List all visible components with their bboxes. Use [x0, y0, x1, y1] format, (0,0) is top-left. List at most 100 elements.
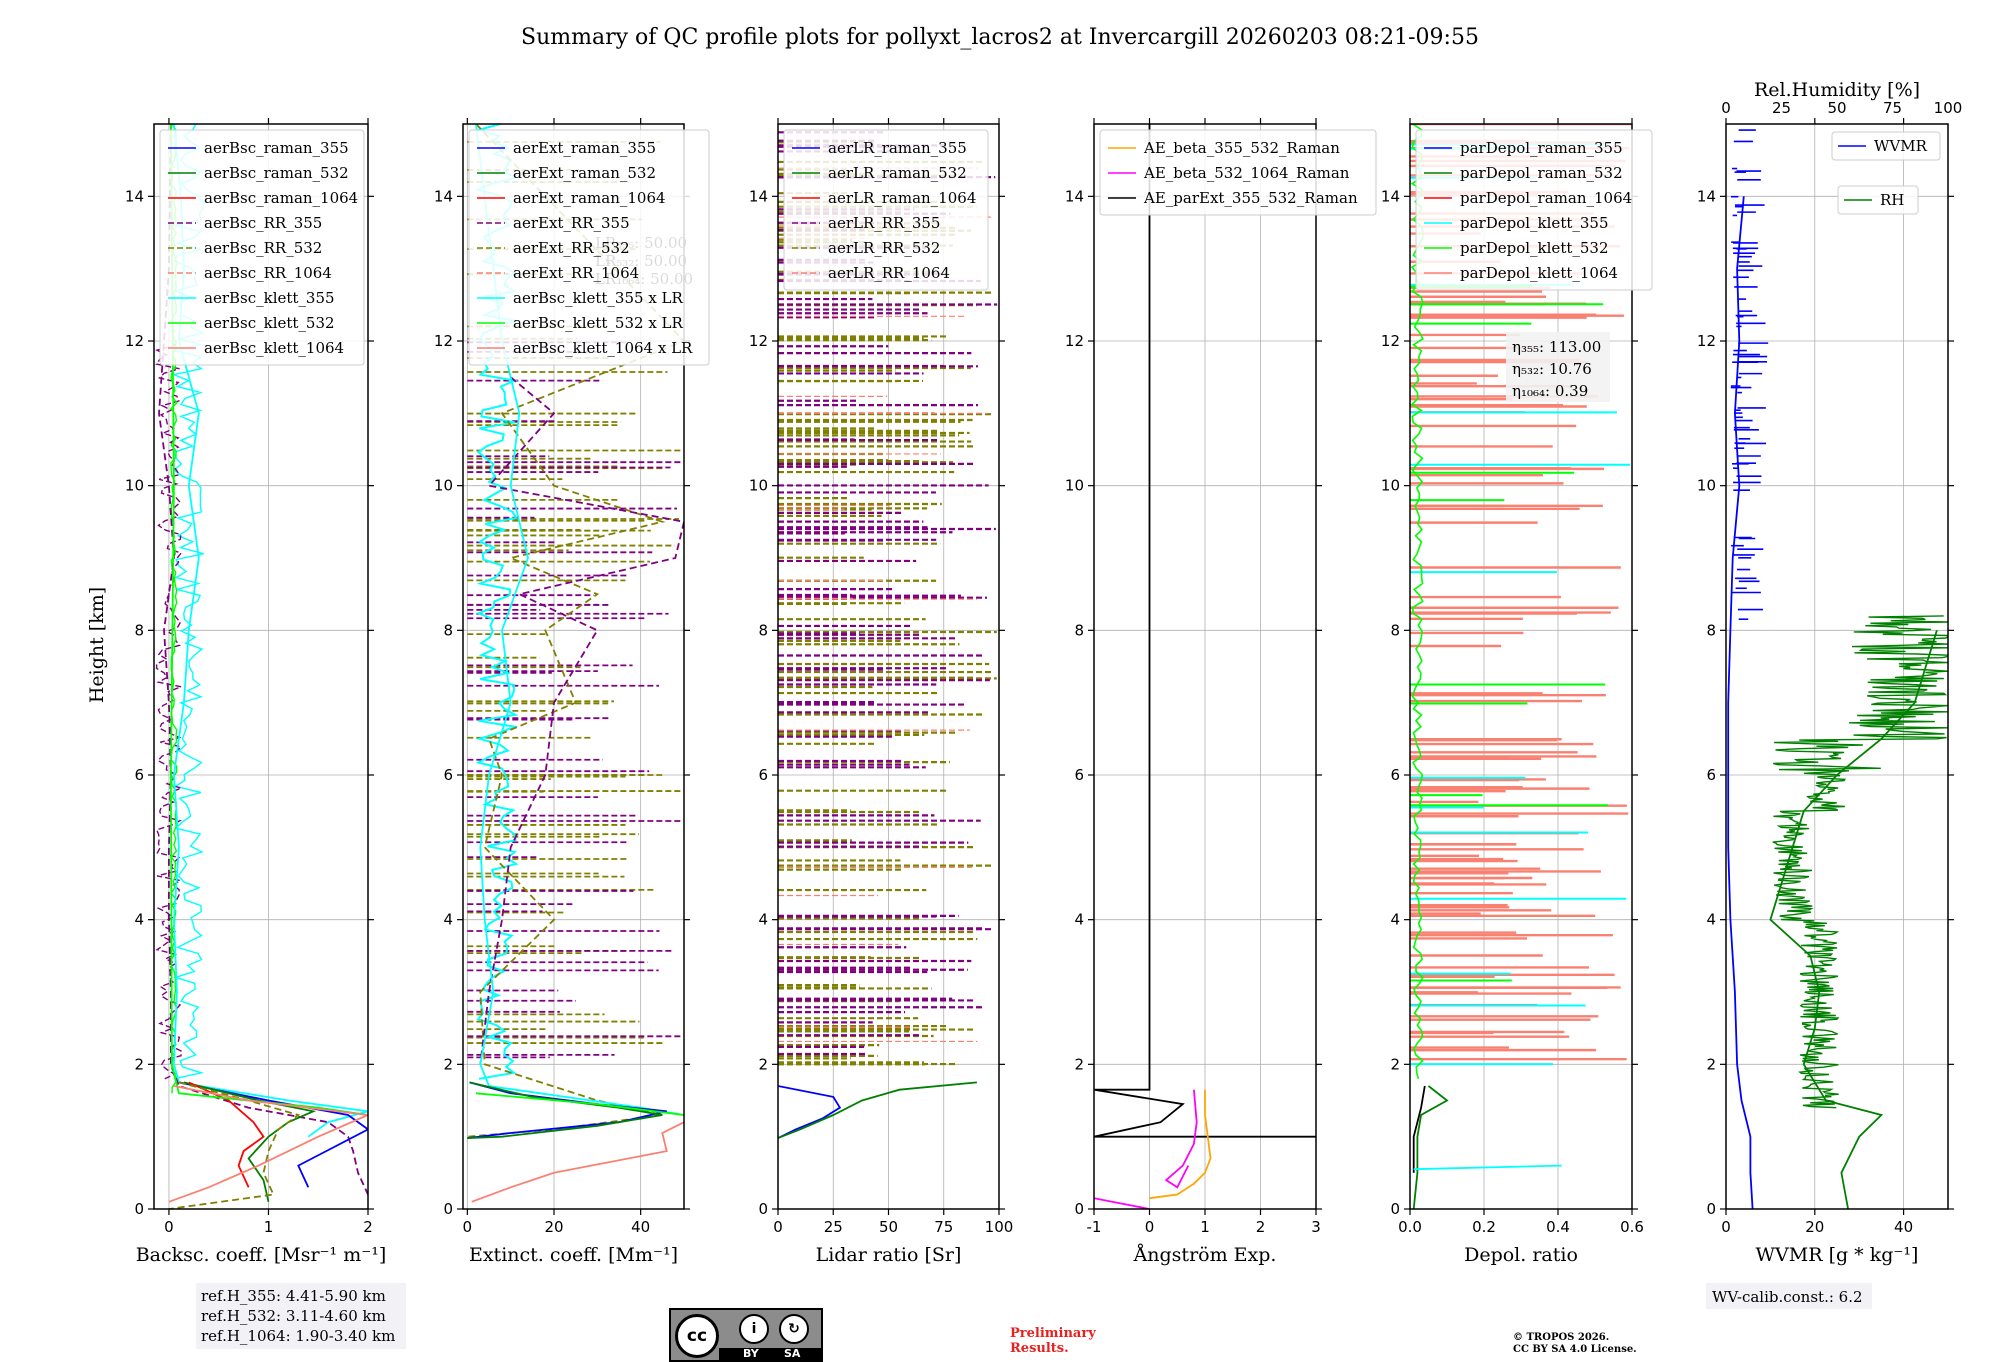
legend-label: aerLR_raman_1064 [828, 189, 976, 207]
series-AE_parExt_355_532_Raman [1094, 124, 1316, 1138]
legend-label: aerBsc_raman_1064 [204, 189, 358, 207]
legend-label: parDepol_klett_532 [1460, 239, 1609, 257]
y-tick-label: 4 [443, 911, 453, 929]
wv-calib-box: WV-calib.const.: 6.2 [1706, 1283, 1872, 1309]
legend-box [159, 129, 365, 366]
y-tick-label: 10 [1381, 477, 1400, 495]
x2-tick-label: 100 [1934, 99, 1963, 117]
y-tick-label: 6 [134, 766, 144, 784]
x-tick-label: 2 [1256, 1218, 1266, 1236]
legend-box [1099, 129, 1377, 216]
series-aerBsc_klett_1064 [168, 1085, 368, 1203]
legend-label: aerBsc_klett_355 x LR [513, 289, 684, 307]
legend-box [1837, 185, 1919, 215]
legend-label: aerExt_RR_355 [513, 214, 630, 232]
series-AE_beta_532_1064_Raman [1164, 1089, 1198, 1189]
series-WVMR [1727, 196, 1754, 1209]
cc-by-label: BY [743, 1347, 759, 1360]
y-tick-label: 2 [1706, 1055, 1716, 1073]
eta-box-bg [1506, 332, 1610, 402]
plot-area [467, 124, 684, 1203]
series-AE_beta_355_532_Raman [1149, 1089, 1212, 1200]
x-tick-label: 50 [879, 1218, 898, 1236]
ref-height-532: ref.H_532: 3.11-4.60 km [201, 1307, 386, 1325]
y-tick-label: 2 [1390, 1055, 1400, 1073]
y-tick-label: 12 [434, 332, 453, 350]
legend-label: aerExt_raman_1064 [513, 189, 666, 207]
cc-by-sa-badge: cc i ↻ BY SA [669, 1308, 823, 1362]
y-tick-label: 2 [758, 1055, 768, 1073]
wv-calib-box-bg [1706, 1283, 1872, 1309]
y-tick-label: 14 [1697, 187, 1716, 205]
legend-label: aerBsc_RR_1064 [204, 264, 332, 282]
y-tick-label: 10 [1697, 477, 1716, 495]
ref-height-box: ref.H_355: 4.41-5.90 km ref.H_532: 3.11-… [196, 1283, 406, 1349]
x-tick-label: 3 [1311, 1218, 1321, 1236]
legend: aerExt_raman_355 aerExt_raman_532 aerExt_r… [468, 129, 710, 366]
x-axis-label: Lidar ratio [Sr] [816, 1244, 962, 1266]
y-tick-label: 4 [758, 911, 768, 929]
y-tick-label: 8 [1706, 621, 1716, 639]
x-tick-label: 0 [463, 1218, 473, 1236]
series-aerBsc_raman_355 [178, 1081, 368, 1188]
preliminary-line-1: Preliminary [1010, 1326, 1096, 1341]
preliminary-note: Preliminary Results. [1010, 1326, 1096, 1356]
copyright-note: © TROPOS 2026. CC BY SA 4.0 License. [1513, 1332, 1637, 1356]
y-tick-label: 14 [1381, 187, 1400, 205]
y-tick-label: 12 [749, 332, 768, 350]
ref-height-1064: ref.H_1064: 1.90-3.40 km [201, 1327, 395, 1345]
y-tick-label: 14 [125, 187, 144, 205]
legend-label: parDepol_klett_1064 [1460, 264, 1618, 282]
x-tick-label: 0 [1145, 1218, 1155, 1236]
y-tick-label: 6 [1390, 766, 1400, 784]
legend-label: aerLR_raman_532 [828, 164, 967, 182]
legend-label: aerBsc_raman_532 [204, 164, 349, 182]
x-tick-label: 0 [1721, 1218, 1731, 1236]
y-tick-label: 10 [434, 477, 453, 495]
y-tick-label: 14 [434, 187, 453, 205]
series-aerBsc_klett_532 [169, 124, 368, 1116]
cc-share-icon: ↻ [779, 1314, 809, 1344]
x-tick-label: 75 [934, 1218, 953, 1236]
plot-area [1094, 124, 1316, 1209]
legend: aerBsc_raman_355 aerBsc_raman_532 aerBsc_r… [159, 129, 365, 366]
x2-tick-label: 0 [1721, 99, 1731, 117]
eta-box: η₃₅₅: 113.00 η₅₃₂: 10.76 η₁₀₆₄: 0.39 [1506, 332, 1610, 402]
legend-label: aerExt_raman_355 [513, 139, 656, 157]
legend-label: aerBsc_klett_355 [204, 289, 335, 307]
y-tick-label: 8 [758, 621, 768, 639]
x-tick-label: 0.2 [1472, 1218, 1496, 1236]
y-tick-label: 0 [1706, 1200, 1716, 1218]
eta-label: η₅₃₂: 10.76 [1512, 360, 1592, 378]
y-tick-label: 8 [1074, 621, 1084, 639]
x-tick-label: 0.4 [1546, 1218, 1570, 1236]
preliminary-line-2: Results. [1010, 1341, 1069, 1356]
y-tick-label: 12 [1381, 332, 1400, 350]
series-parDepol_raman_1064 [1412, 1085, 1426, 1173]
y-tick-label: 2 [1074, 1055, 1084, 1073]
rh-noise [1772, 615, 1948, 1109]
legend-label: aerBsc_klett_1064 [204, 339, 344, 357]
x2-tick-label: 50 [1827, 99, 1846, 117]
series-aerLR_raman_532 [778, 1081, 977, 1139]
y-tick-label: 4 [1390, 911, 1400, 929]
series-aerBsc_raman_1064 [188, 1081, 265, 1188]
x-tick-label: 40 [631, 1218, 650, 1236]
legend-label: RH [1880, 191, 1904, 209]
y-tick-label: 2 [443, 1055, 453, 1073]
legend-label: aerExt_RR_532 [513, 239, 630, 257]
legend-label: AE_parExt_355_532_Raman [1143, 189, 1358, 207]
axes-frame [462, 123, 685, 1210]
ref-height-box-bg [196, 1283, 406, 1349]
y-tick-label: 2 [134, 1055, 144, 1073]
y-tick-label: 14 [749, 187, 768, 205]
x-tick-label: 2 [363, 1218, 373, 1236]
y-tick-label: 4 [134, 911, 144, 929]
series-aerExt_RR_532 [467, 124, 684, 1138]
y-tick-label: 12 [125, 332, 144, 350]
x-axis-label: Backsc. coeff. [Msr⁻¹ m⁻¹] [136, 1244, 387, 1266]
y-tick-label: 4 [1074, 911, 1084, 929]
